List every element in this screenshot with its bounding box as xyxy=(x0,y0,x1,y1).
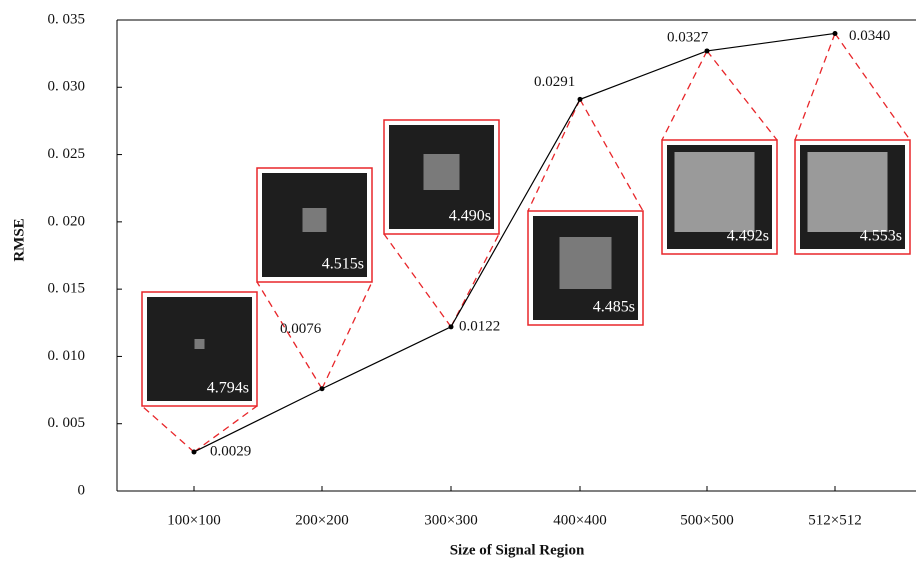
inset-connector xyxy=(528,99,580,211)
inset-label: 4.492s xyxy=(727,228,769,245)
inset-label: 4.553s xyxy=(860,228,902,245)
y-tick-label: 0. 030 xyxy=(48,79,86,95)
data-point xyxy=(578,97,583,102)
data-point xyxy=(320,386,325,391)
y-tick-label: 0 xyxy=(78,482,86,498)
inset-image-content xyxy=(560,237,612,289)
y-tick-label: 0. 015 xyxy=(48,281,86,297)
x-axis-title: Size of Signal Region xyxy=(450,542,585,558)
inset-label: 4.490s xyxy=(449,208,491,225)
inset-connector xyxy=(835,33,910,140)
x-tick-label: 300×300 xyxy=(424,512,477,528)
chart: RMSE Size of Signal Region 0 0. 005 0. 010… xyxy=(0,0,917,564)
inset-label: 4.794s xyxy=(207,380,249,397)
inset-connector xyxy=(707,51,777,140)
data-point xyxy=(833,31,838,36)
x-tick-label: 200×200 xyxy=(295,512,348,528)
data-point xyxy=(705,48,710,53)
x-tick-label: 512×512 xyxy=(808,512,861,528)
inset-connector xyxy=(322,282,372,389)
y-tick-label: 0. 025 xyxy=(48,146,86,162)
inset-connector xyxy=(580,99,643,211)
data-label: 0.0340 xyxy=(849,28,890,44)
data-label: 0.0122 xyxy=(459,318,500,334)
data-label: 0.0029 xyxy=(210,443,251,459)
y-tick-label: 0. 005 xyxy=(48,415,86,431)
y-tick-label: 0. 010 xyxy=(48,348,86,364)
inset-label: 4.485s xyxy=(593,299,635,316)
x-tick-label: 500×500 xyxy=(680,512,733,528)
data-point xyxy=(192,449,197,454)
inset-image-content xyxy=(424,154,460,190)
data-label: 0.0291 xyxy=(534,74,575,90)
inset-image-content xyxy=(675,152,755,232)
x-tick-label: 400×400 xyxy=(553,512,606,528)
inset-image-content xyxy=(808,152,888,232)
y-axis-title: RMSE xyxy=(11,218,27,261)
x-tick-label: 100×100 xyxy=(167,512,220,528)
inset-connector xyxy=(662,51,707,140)
inset-image-content xyxy=(195,339,205,349)
inset-connector xyxy=(384,234,451,327)
inset-image-content xyxy=(303,208,327,232)
data-label: 0.0327 xyxy=(667,29,709,45)
inset-connector xyxy=(142,406,194,452)
y-tick-label: 0. 020 xyxy=(48,213,86,229)
data-point xyxy=(449,324,454,329)
inset-label: 4.515s xyxy=(322,256,364,273)
y-tick-label: 0. 035 xyxy=(48,11,86,27)
data-label: 0.0076 xyxy=(280,321,322,337)
inset-connector xyxy=(795,33,835,140)
inset-connector xyxy=(451,234,499,327)
